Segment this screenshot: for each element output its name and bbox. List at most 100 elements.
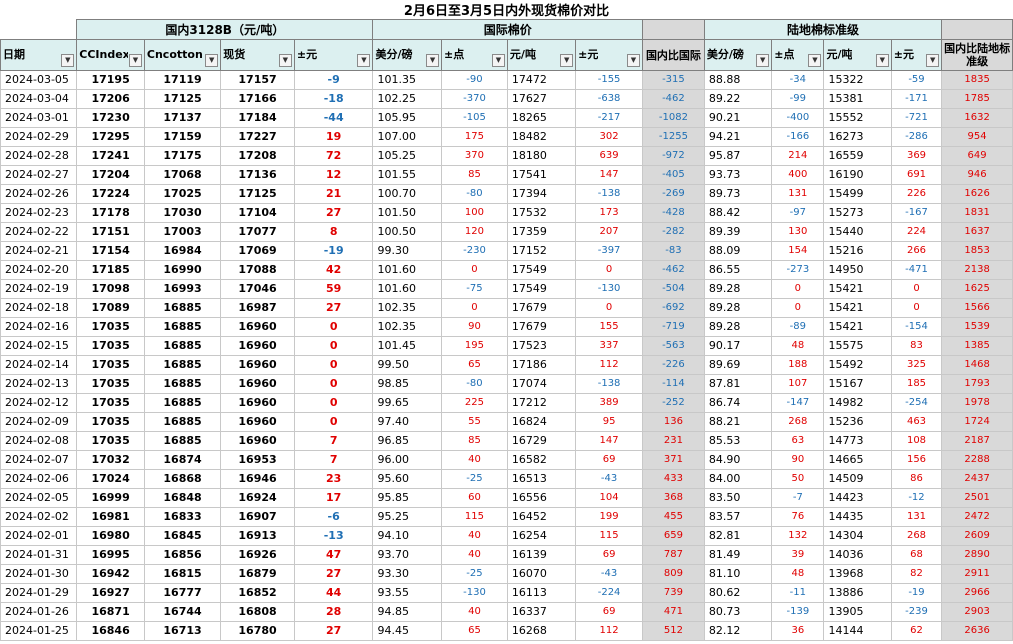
cell-dom-vs-intl[interactable]: -504	[641, 279, 705, 299]
cell-intl-points[interactable]: 60	[441, 488, 508, 508]
header-intl-points[interactable]: ±点 ▼	[441, 39, 508, 71]
cell-india-points[interactable]: -97	[771, 203, 825, 223]
cell-india-cny[interactable]: 16559	[823, 146, 892, 166]
cell-dom-vs-intl[interactable]: -1082	[641, 108, 705, 128]
cell-change[interactable]: 0	[293, 355, 374, 375]
cell-cc-index[interactable]: 17035	[76, 355, 145, 375]
cell-cncotton[interactable]: 17175	[143, 146, 222, 166]
cell-intl-points[interactable]: 55	[441, 412, 508, 432]
cell-india-usc[interactable]: 86.55	[703, 260, 773, 280]
cell-cc-index[interactable]: 17295	[76, 127, 145, 147]
cell-change[interactable]: 0	[293, 393, 374, 413]
cell-india-cny[interactable]: 15381	[823, 89, 892, 109]
cell-intl-usc[interactable]: 101.60	[372, 260, 443, 280]
cell-intl-points[interactable]: 40	[441, 526, 508, 546]
cell-change[interactable]: 28	[293, 602, 374, 622]
cell-intl-cny[interactable]: 16254	[506, 526, 577, 546]
cell-intl-cny[interactable]: 17359	[506, 222, 577, 242]
cell-india-cny[interactable]: 14144	[823, 621, 892, 641]
cell-cc-index[interactable]: 16981	[76, 507, 145, 527]
cell-india-usc[interactable]: 87.81	[703, 374, 773, 394]
cell-dom-vs-intl[interactable]: 368	[641, 488, 705, 508]
cell-intl-usc[interactable]: 101.55	[372, 165, 443, 185]
cell-intl-points[interactable]: 40	[441, 602, 508, 622]
cell-india-cny[interactable]: 14423	[823, 488, 892, 508]
cell-intl-usc[interactable]: 98.85	[372, 374, 443, 394]
cell-india-change[interactable]: -254	[890, 393, 943, 413]
cell-change[interactable]: 72	[293, 146, 374, 166]
cell-india-points[interactable]: 131	[771, 184, 825, 204]
cell-india-points[interactable]: 39	[771, 545, 825, 565]
cell-intl-points[interactable]: 115	[441, 507, 508, 527]
cell-india-cny[interactable]: 15421	[823, 317, 892, 337]
cell-date[interactable]: 2024-02-12	[0, 393, 78, 413]
cell-intl-usc[interactable]: 101.50	[372, 203, 443, 223]
cell-intl-cny[interactable]: 17532	[506, 203, 577, 223]
cell-india-cny[interactable]: 14304	[823, 526, 892, 546]
cell-intl-change[interactable]: 69	[575, 450, 643, 470]
cell-date[interactable]: 2024-02-07	[0, 450, 78, 470]
cell-dom-vs-india[interactable]: 2472	[941, 507, 1013, 527]
cell-cncotton[interactable]: 16885	[143, 298, 222, 318]
cell-india-points[interactable]: -89	[771, 317, 825, 337]
filter-dropdown-icon[interactable]: ▼	[128, 54, 142, 67]
cell-dom-vs-india[interactable]: 1785	[941, 89, 1013, 109]
cell-india-points[interactable]: 188	[771, 355, 825, 375]
cell-india-usc[interactable]: 88.21	[703, 412, 773, 432]
cell-india-change[interactable]: 224	[890, 222, 943, 242]
cell-intl-points[interactable]: -105	[441, 108, 508, 128]
cell-date[interactable]: 2024-01-26	[0, 602, 78, 622]
cell-intl-cny[interactable]: 16139	[506, 545, 577, 565]
cell-intl-cny[interactable]: 17679	[506, 298, 577, 318]
cell-intl-points[interactable]: 370	[441, 146, 508, 166]
cell-cncotton[interactable]: 16856	[143, 545, 222, 565]
cell-date[interactable]: 2024-02-08	[0, 431, 78, 451]
cell-spot[interactable]: 17136	[220, 165, 295, 185]
cell-intl-points[interactable]: 175	[441, 127, 508, 147]
cell-change[interactable]: 47	[293, 545, 374, 565]
cell-change[interactable]: 8	[293, 222, 374, 242]
cell-dom-vs-india[interactable]: 1539	[941, 317, 1013, 337]
cell-intl-usc[interactable]: 95.25	[372, 507, 443, 527]
cell-india-usc[interactable]: 86.74	[703, 393, 773, 413]
cell-dom-vs-india[interactable]: 2437	[941, 469, 1013, 489]
cell-india-usc[interactable]: 84.90	[703, 450, 773, 470]
cell-cc-index[interactable]: 17035	[76, 317, 145, 337]
cell-intl-points[interactable]: -90	[441, 70, 508, 90]
cell-intl-usc[interactable]: 102.25	[372, 89, 443, 109]
cell-cncotton[interactable]: 16885	[143, 431, 222, 451]
cell-intl-change[interactable]: -43	[575, 564, 643, 584]
cell-dom-vs-intl[interactable]: -462	[641, 89, 705, 109]
cell-date[interactable]: 2024-02-13	[0, 374, 78, 394]
cell-change[interactable]: 27	[293, 298, 374, 318]
cell-intl-change[interactable]: 104	[575, 488, 643, 508]
cell-cncotton[interactable]: 16713	[143, 621, 222, 641]
cell-cc-index[interactable]: 17230	[76, 108, 145, 128]
cell-spot[interactable]: 16926	[220, 545, 295, 565]
cell-cc-index[interactable]: 17204	[76, 165, 145, 185]
cell-date[interactable]: 2024-02-20	[0, 260, 78, 280]
cell-india-points[interactable]: -11	[771, 583, 825, 603]
cell-dom-vs-india[interactable]: 1626	[941, 184, 1013, 204]
cell-cncotton[interactable]: 17119	[143, 70, 222, 90]
cell-india-usc[interactable]: 80.62	[703, 583, 773, 603]
cell-intl-change[interactable]: -138	[575, 184, 643, 204]
cell-cc-index[interactable]: 17151	[76, 222, 145, 242]
cell-change[interactable]: 21	[293, 184, 374, 204]
cell-dom-vs-intl[interactable]: -405	[641, 165, 705, 185]
cell-spot[interactable]: 16960	[220, 317, 295, 337]
cell-india-cny[interactable]: 14435	[823, 507, 892, 527]
cell-date[interactable]: 2024-02-27	[0, 165, 78, 185]
cell-india-usc[interactable]: 83.50	[703, 488, 773, 508]
cell-cncotton[interactable]: 17125	[143, 89, 222, 109]
cell-cncotton[interactable]: 17068	[143, 165, 222, 185]
cell-intl-points[interactable]: -75	[441, 279, 508, 299]
cell-india-usc[interactable]: 89.28	[703, 317, 773, 337]
cell-cc-index[interactable]: 17035	[76, 336, 145, 356]
cell-spot[interactable]: 16960	[220, 374, 295, 394]
cell-date[interactable]: 2024-01-25	[0, 621, 78, 641]
cell-dom-vs-india[interactable]: 1978	[941, 393, 1013, 413]
cell-india-points[interactable]: 90	[771, 450, 825, 470]
cell-intl-change[interactable]: -130	[575, 279, 643, 299]
cell-intl-usc[interactable]: 96.85	[372, 431, 443, 451]
